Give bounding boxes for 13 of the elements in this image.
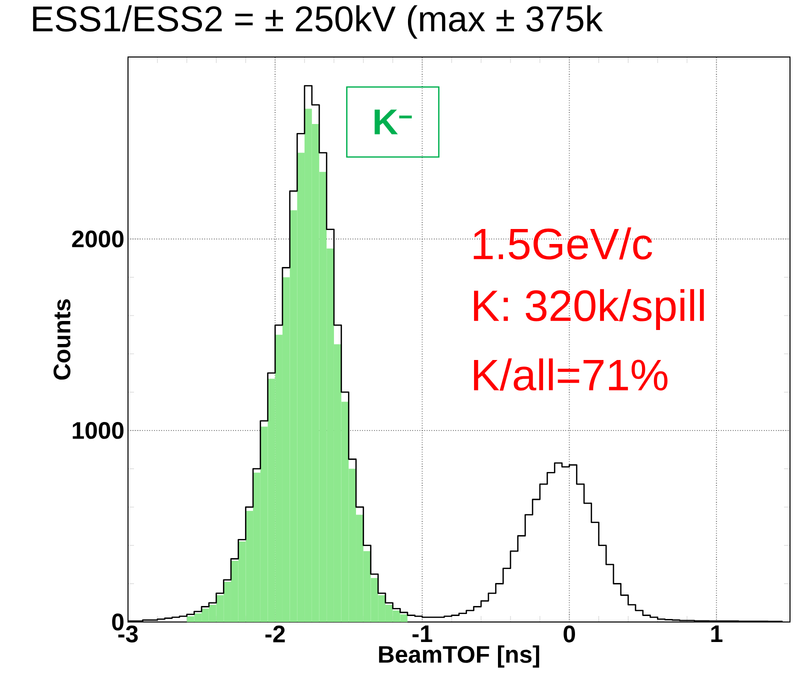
annotation: 1.5GeV/c [474, 227, 652, 260]
x-tick-label: -2 [265, 626, 285, 642]
annotation: K/all=71% [474, 358, 668, 391]
chart-title: ESS1/ESS2 = ± 250kV (max ± 375k [33, 5, 603, 39]
y-axis-title: Counts [54, 299, 70, 380]
x-tick-label: 1 [711, 626, 722, 642]
annotation: K$^{−}$ [374, 110, 412, 134]
y-tick-label: 1000 [72, 422, 124, 439]
x-tick-label: -1 [412, 626, 432, 642]
x-tick-label: 0 [564, 626, 575, 642]
annotation: K: 320k/spill [474, 289, 704, 330]
x-axis-title: BeamTOF [ns] [379, 645, 540, 668]
y-tick-label: 2000 [72, 230, 124, 248]
